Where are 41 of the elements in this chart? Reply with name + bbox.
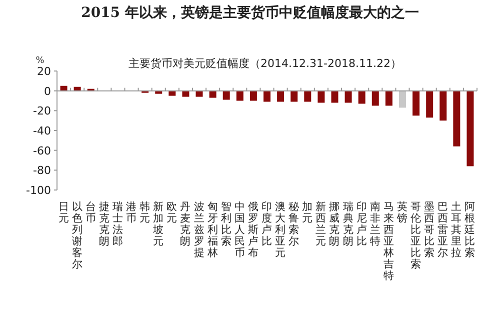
x-tick-label: 智利比索 [220, 201, 232, 248]
x-tick-label: 土耳其里拉 [451, 200, 462, 259]
x-tick-label: 南非兰特 [370, 200, 381, 248]
y-tick-label: -100 [26, 184, 51, 197]
x-tick-label: 澳大利亚元 [275, 201, 286, 259]
chart-title: 2015 年以来，英镑是主要货币中贬值幅度最大的之一 [81, 4, 419, 21]
chart-subtitle: 主要货币对美元贬值幅度（2014.12.31-2018.11.22） [128, 57, 402, 70]
x-tick-label: 波兰兹罗提 [194, 200, 205, 259]
x-tick-label: 印尼卢比 [356, 200, 368, 248]
x-tick-label: 英镑 [396, 200, 408, 224]
x-tick-label: 欧元 [166, 201, 178, 224]
y-tick-label: 20 [37, 65, 51, 78]
x-tick-label: 以色列谢客尔 [72, 200, 83, 270]
x-tick-label: 俄罗斯卢布 [248, 201, 259, 259]
x-tick-label: 韩元 [140, 200, 151, 224]
x-tick-label: 日元 [58, 201, 70, 224]
x-tick-label: 新西兰元 [316, 200, 327, 248]
x-tick-label: 秘鲁索尔 [288, 201, 300, 248]
x-tick-label: 瑞士法郎 [112, 200, 124, 248]
y-axis-title: % [36, 56, 45, 66]
x-tick-label: 加元 [302, 200, 314, 224]
x-tick-label: 丹麦克朗 [180, 201, 192, 248]
x-tick-label: 新加坡元 [152, 200, 164, 248]
x-tick-label: 巴西雷亚尔 [438, 201, 449, 259]
y-tick-label: -60 [33, 144, 51, 158]
x-tick-label: 港币 [126, 200, 138, 224]
y-tick-label: 0 [44, 84, 51, 98]
y-tick-label: -20 [33, 104, 51, 118]
x-tick-label: 马来西亚林吉特 [382, 201, 394, 282]
y-tick-label: -40 [33, 124, 51, 138]
x-tick-label: 捷克克朗 [98, 200, 110, 248]
x-tick-label: 匈牙利福林 [206, 201, 218, 259]
x-tick-label: 中国人民币 [234, 200, 246, 259]
y-tick-label: -80 [33, 164, 51, 178]
x-tick-label: 瑞典克朗 [342, 200, 354, 248]
x-tick-label: 挪威克朗 [329, 201, 340, 248]
x-tick-label: 台币 [85, 200, 96, 224]
x-tick-label: 阿根廷比索 [464, 201, 476, 259]
x-tick-label: 印度卢比 [262, 200, 272, 248]
x-tick-label: 哥伦比亚比索 [410, 201, 422, 270]
x-tick-label: 墨西哥比索 [424, 201, 436, 259]
